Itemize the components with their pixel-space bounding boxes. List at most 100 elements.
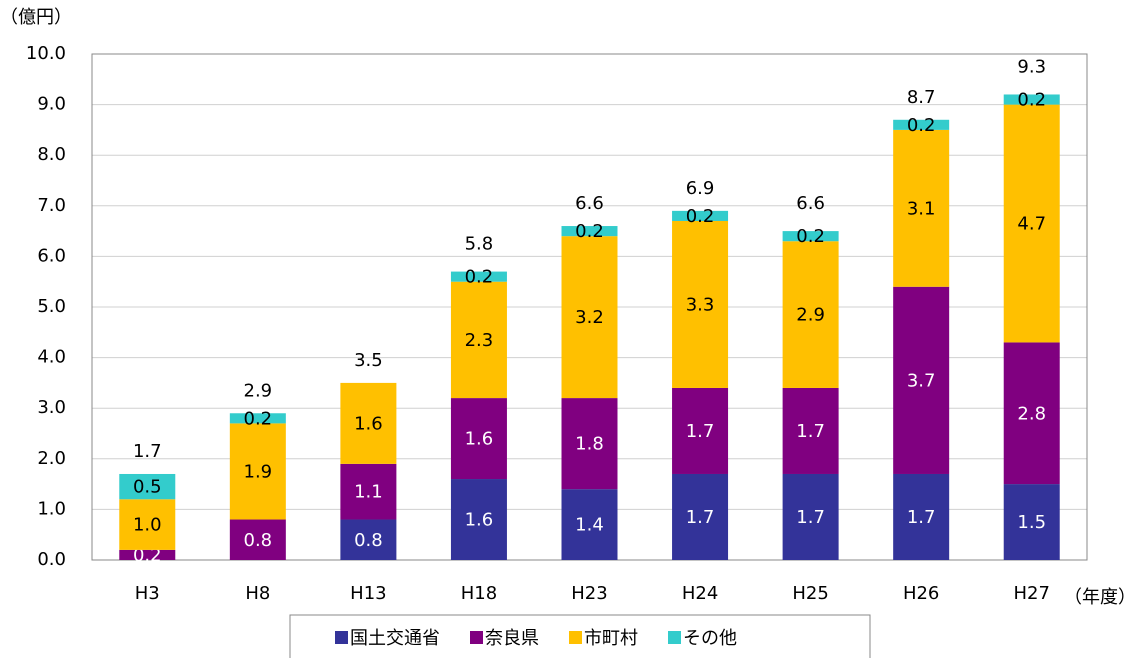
legend-swatch bbox=[335, 631, 348, 644]
data-label: 1.7 bbox=[796, 421, 825, 442]
total-label: 3.5 bbox=[354, 350, 383, 371]
data-label: 1.8 bbox=[575, 434, 604, 455]
data-label: 1.6 bbox=[354, 413, 383, 434]
bar-segment bbox=[340, 519, 397, 560]
data-label: 1.6 bbox=[465, 429, 494, 450]
y-tick-label: 0.0 bbox=[37, 549, 66, 570]
x-tick-label: H27 bbox=[1013, 583, 1049, 604]
bar-segment bbox=[119, 549, 176, 560]
bar-segment bbox=[561, 489, 618, 560]
bar-segment bbox=[1003, 104, 1060, 343]
bar-segment bbox=[229, 413, 286, 424]
bar-segment bbox=[782, 241, 839, 388]
bar-segment bbox=[893, 473, 950, 560]
y-tick-label: 9.0 bbox=[37, 94, 66, 115]
total-label: 8.7 bbox=[907, 87, 936, 108]
y-unit-label: （億円） bbox=[0, 7, 72, 28]
bar-segment bbox=[672, 473, 729, 560]
bar-segment bbox=[450, 271, 507, 282]
bar-segment bbox=[561, 236, 618, 399]
bar-segment bbox=[450, 479, 507, 560]
bar-segment bbox=[782, 231, 839, 242]
x-tick-label: H3 bbox=[135, 583, 160, 604]
y-tick-label: 10.0 bbox=[26, 43, 66, 64]
bar-segment bbox=[229, 519, 286, 560]
x-tick-label: H8 bbox=[245, 583, 270, 604]
bar-segment bbox=[561, 226, 618, 237]
bar-segment bbox=[119, 473, 176, 500]
bar-segment bbox=[450, 281, 507, 399]
total-label: 6.9 bbox=[686, 178, 715, 199]
data-label: 0.2 bbox=[796, 226, 825, 247]
data-label: 3.2 bbox=[575, 307, 604, 328]
data-label: 0.2 bbox=[465, 267, 494, 288]
bar-segment bbox=[340, 382, 397, 464]
legend-label: 国土交通省 bbox=[350, 628, 440, 649]
x-tick-label: H26 bbox=[903, 583, 939, 604]
legend-swatch bbox=[569, 631, 582, 644]
data-label: 0.8 bbox=[354, 530, 383, 551]
y-tick-label: 1.0 bbox=[37, 498, 66, 519]
data-label: 0.2 bbox=[244, 408, 273, 429]
total-label: 6.6 bbox=[796, 193, 825, 214]
data-label: 1.7 bbox=[796, 507, 825, 528]
bar-segment bbox=[1003, 484, 1060, 560]
data-label: 3.7 bbox=[907, 370, 936, 391]
total-label: 9.3 bbox=[1017, 56, 1046, 77]
bar-segment bbox=[229, 423, 286, 520]
legend-swatch bbox=[668, 631, 681, 644]
y-tick-label: 5.0 bbox=[37, 296, 66, 317]
data-label: 2.3 bbox=[465, 330, 494, 351]
y-tick-label: 2.0 bbox=[37, 448, 66, 469]
bar-segment bbox=[340, 463, 397, 520]
bar-segment bbox=[1003, 94, 1060, 105]
data-label: 3.1 bbox=[907, 198, 936, 219]
bar-segment bbox=[672, 210, 729, 221]
bar-segment bbox=[672, 220, 729, 388]
bar-segment bbox=[672, 387, 729, 474]
legend-label: 奈良県 bbox=[485, 628, 539, 649]
x-tick-label: H25 bbox=[792, 583, 828, 604]
x-unit-label: （年度） bbox=[1064, 587, 1136, 608]
total-label: 1.7 bbox=[133, 441, 162, 462]
legend-swatch bbox=[470, 631, 483, 644]
data-label: 2.9 bbox=[796, 305, 825, 326]
bar-segment bbox=[893, 119, 950, 130]
data-label: 2.8 bbox=[1017, 403, 1046, 424]
x-tick-label: H13 bbox=[350, 583, 386, 604]
data-label: 1.7 bbox=[907, 507, 936, 528]
y-tick-label: 8.0 bbox=[37, 144, 66, 165]
data-label: 1.7 bbox=[686, 507, 715, 528]
legend-label: その他 bbox=[683, 628, 737, 649]
data-label: 1.4 bbox=[575, 515, 604, 536]
y-tick-label: 7.0 bbox=[37, 195, 66, 216]
data-label: 0.2 bbox=[686, 206, 715, 227]
x-tick-label: H18 bbox=[461, 583, 497, 604]
bar-segment bbox=[561, 398, 618, 490]
y-tick-label: 3.0 bbox=[37, 397, 66, 418]
data-label: 0.8 bbox=[244, 530, 273, 551]
bar-segment bbox=[1003, 342, 1060, 485]
bar-segment bbox=[450, 398, 507, 480]
y-tick-label: 6.0 bbox=[37, 245, 66, 266]
data-label: 0.2 bbox=[1017, 90, 1046, 111]
data-label: 4.7 bbox=[1017, 214, 1046, 235]
y-tick-label: 4.0 bbox=[37, 347, 66, 368]
data-label: 1.1 bbox=[354, 482, 383, 503]
legend-label: 市町村 bbox=[584, 628, 638, 649]
bar-segment bbox=[782, 473, 839, 560]
data-label: 1.9 bbox=[244, 461, 273, 482]
bar-segment bbox=[782, 387, 839, 474]
bar-segment bbox=[119, 499, 176, 550]
bar-segment bbox=[893, 286, 950, 474]
data-label: 0.2 bbox=[575, 221, 604, 242]
total-label: 5.8 bbox=[465, 234, 494, 255]
total-label: 2.9 bbox=[244, 380, 273, 401]
bar-segment bbox=[893, 129, 950, 287]
data-label: 3.3 bbox=[686, 294, 715, 315]
data-label: 1.6 bbox=[465, 510, 494, 531]
data-label: 1.7 bbox=[686, 421, 715, 442]
data-label: 1.5 bbox=[1017, 512, 1046, 533]
total-label: 6.6 bbox=[575, 193, 604, 214]
